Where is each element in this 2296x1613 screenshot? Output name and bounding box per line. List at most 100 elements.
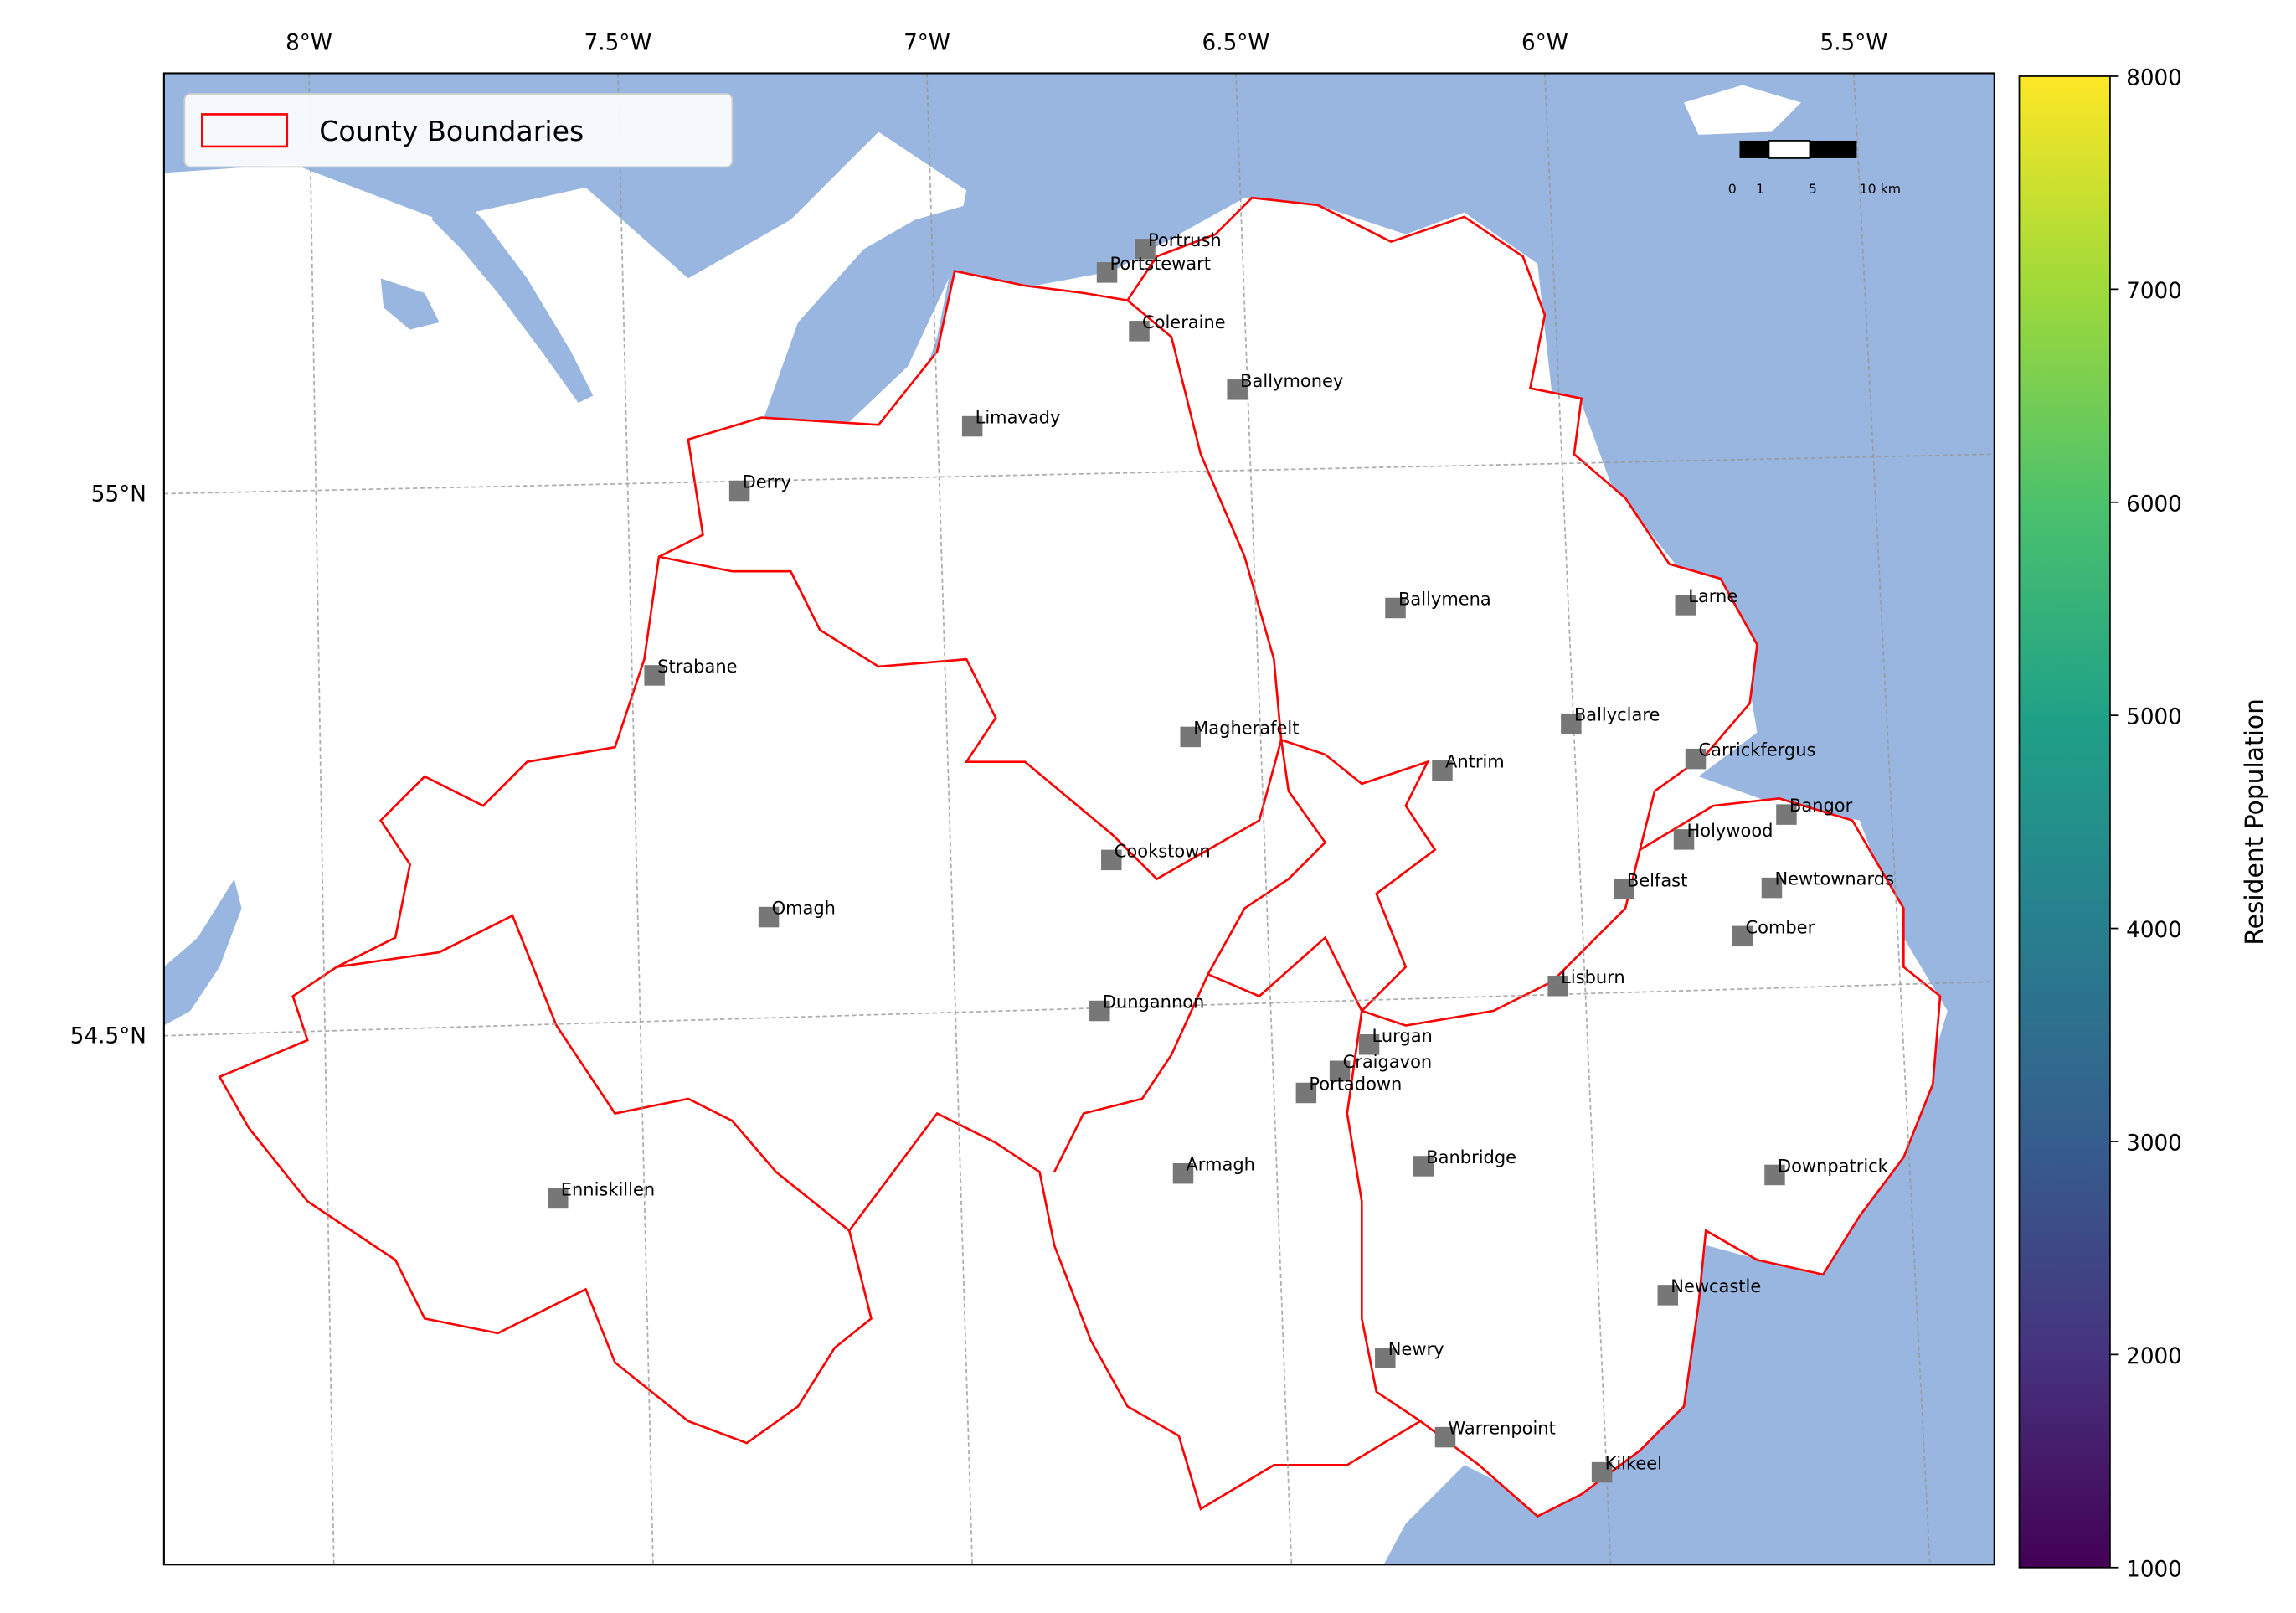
town-marker bbox=[1675, 595, 1696, 616]
town-label: Banbridge bbox=[1426, 1147, 1516, 1167]
lon-tick-label: 6°W bbox=[1521, 30, 1568, 55]
scale-label: 0 bbox=[1728, 181, 1737, 197]
town-marker bbox=[1614, 879, 1634, 900]
colorbar: Resident Population 1000 2000 3000 4000 5000… bbox=[2018, 65, 2269, 1582]
town-label: Portadown bbox=[1309, 1074, 1402, 1094]
lon-tick-label: 7.5°W bbox=[584, 30, 652, 55]
town-marker bbox=[728, 480, 750, 502]
town-marker bbox=[961, 415, 983, 437]
scale-segment bbox=[1768, 140, 1811, 159]
colorbar-tick-label: 7000 bbox=[2126, 279, 2182, 304]
map-frame bbox=[162, 72, 1995, 1566]
donegal-bay bbox=[163, 879, 242, 1026]
scale-label: 10 km bbox=[1860, 181, 1901, 197]
island bbox=[1684, 85, 1801, 135]
colorbar-gradient bbox=[2018, 75, 2111, 1569]
town-marker bbox=[1776, 804, 1797, 825]
town-marker bbox=[1295, 1082, 1317, 1104]
town-label: Derry bbox=[743, 472, 791, 492]
town-marker bbox=[1434, 1426, 1456, 1448]
town-marker bbox=[1135, 239, 1156, 260]
legend-box bbox=[183, 93, 734, 168]
town-marker bbox=[1096, 262, 1118, 283]
colorbar-tick-label: 1000 bbox=[2126, 1557, 2182, 1582]
legend-label: County Boundaries bbox=[319, 115, 584, 147]
town-marker bbox=[1547, 976, 1568, 997]
town-label: Downpatrick bbox=[1778, 1156, 1889, 1176]
town-label: Portstewart bbox=[1110, 254, 1211, 274]
town-label: Lurgan bbox=[1372, 1026, 1433, 1046]
grid-line bbox=[163, 981, 1995, 1037]
town-marker bbox=[1685, 748, 1707, 770]
town-marker bbox=[1764, 1164, 1785, 1186]
town-marker bbox=[1657, 1285, 1679, 1306]
colorbar-tick-label: 3000 bbox=[2126, 1131, 2182, 1156]
town-label: Holywood bbox=[1687, 821, 1773, 841]
town-label: Enniskillen bbox=[561, 1179, 655, 1199]
map-area: Portrush Portstewart Coleraine Ballymoney Li… bbox=[163, 73, 1995, 1565]
town-marker bbox=[548, 1188, 569, 1209]
town-marker bbox=[1732, 925, 1753, 947]
town-marker bbox=[1761, 877, 1783, 899]
town-label: Newry bbox=[1388, 1339, 1444, 1359]
town-marker bbox=[758, 906, 780, 928]
town-label: Newtownards bbox=[1774, 869, 1894, 889]
towns: Portrush Portstewart Coleraine Ballymoney Li… bbox=[548, 230, 1894, 1483]
legend: County Boundaries bbox=[183, 93, 734, 168]
scale-segment bbox=[1739, 140, 1769, 158]
town-marker bbox=[1375, 1348, 1396, 1368]
colorbar-tick-label: 6000 bbox=[2126, 492, 2182, 517]
town-label: Larne bbox=[1688, 586, 1737, 606]
town-marker bbox=[1227, 379, 1248, 400]
town-label: Lisburn bbox=[1561, 967, 1625, 987]
colorbar-tick-label: 2000 bbox=[2126, 1344, 2182, 1369]
town-label: Coleraine bbox=[1142, 312, 1226, 332]
town-marker bbox=[1561, 713, 1582, 734]
town-label: Ballymena bbox=[1398, 589, 1491, 609]
lon-tick-label: 5.5°W bbox=[1820, 30, 1888, 55]
town-label: Warrenpoint bbox=[1448, 1419, 1555, 1439]
town-label: Belfast bbox=[1627, 870, 1687, 890]
town-marker bbox=[1180, 726, 1201, 748]
county-line bbox=[658, 555, 1283, 881]
colorbar-tick-label: 4000 bbox=[2126, 918, 2182, 943]
county-line bbox=[337, 914, 851, 1232]
colorbar-label: Resident Population bbox=[2240, 698, 2269, 946]
legend-swatch bbox=[201, 113, 289, 148]
town-label: Dungannon bbox=[1103, 992, 1205, 1013]
town-label: Comber bbox=[1745, 917, 1815, 937]
town-marker bbox=[1591, 1461, 1613, 1483]
town-marker bbox=[1432, 760, 1453, 781]
town-label: Omagh bbox=[772, 899, 836, 919]
town-label: Armagh bbox=[1186, 1155, 1254, 1175]
town-label: Ballymoney bbox=[1240, 371, 1343, 391]
town-marker bbox=[1673, 829, 1695, 850]
graticule bbox=[163, 73, 1995, 1565]
town-label: Bangor bbox=[1789, 796, 1853, 816]
town-label: Portrush bbox=[1148, 230, 1222, 250]
lon-tick-label: 8°W bbox=[286, 30, 332, 55]
town-marker bbox=[1101, 849, 1122, 871]
lough-swilly bbox=[380, 175, 594, 404]
scale-segment bbox=[1810, 140, 1857, 158]
scale-label: 5 bbox=[1809, 181, 1817, 197]
lon-tick-label: 6.5°W bbox=[1202, 30, 1270, 55]
town-label: Antrim bbox=[1445, 752, 1505, 772]
town-marker bbox=[1129, 321, 1150, 342]
county-line bbox=[1053, 973, 1209, 1173]
scale-label: 1 bbox=[1756, 181, 1764, 197]
town-marker bbox=[1329, 1060, 1351, 1081]
county-line bbox=[1126, 299, 1283, 740]
town-label: Carrickfergus bbox=[1699, 740, 1816, 760]
town-label: Limavady bbox=[976, 408, 1061, 428]
town-marker bbox=[1358, 1034, 1380, 1055]
town-marker bbox=[1172, 1162, 1194, 1184]
town-marker bbox=[1413, 1156, 1434, 1177]
lon-tick-label: 7°W bbox=[903, 30, 950, 55]
town-label: Craigavon bbox=[1343, 1052, 1433, 1072]
town-label: Kilkeel bbox=[1605, 1454, 1662, 1474]
colorbar-tick-label: 8000 bbox=[2126, 65, 2182, 90]
scale-bar: 0 1 5 10 km bbox=[1728, 140, 1901, 197]
grid-line bbox=[163, 453, 1995, 495]
